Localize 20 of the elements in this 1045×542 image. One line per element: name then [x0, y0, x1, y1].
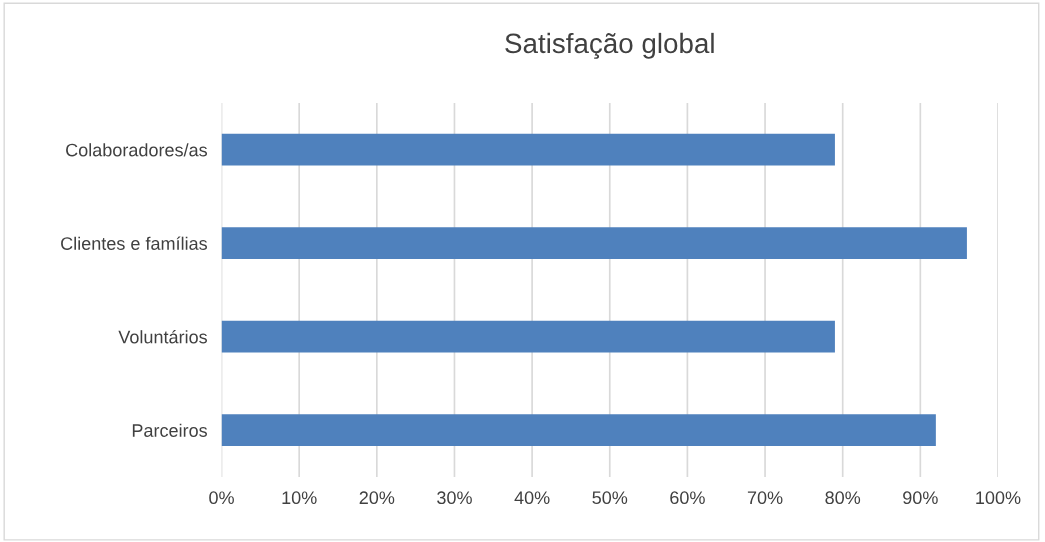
bar [221, 227, 967, 260]
x-tick-label: 80% [825, 491, 861, 505]
y-tick-label: Parceiros [132, 423, 207, 437]
x-tick-label: 60% [670, 491, 705, 505]
chart-title: Satisfação global [505, 32, 714, 59]
x-tick-label: 0% [209, 491, 234, 505]
x-tick-label: 10% [282, 491, 317, 505]
bar [221, 320, 835, 353]
x-tick-label: 40% [514, 491, 550, 505]
x-tick-label: 50% [592, 491, 628, 505]
x-tick-label: 100% [976, 491, 1021, 505]
bar [221, 414, 936, 447]
x-tick-label: 20% [359, 491, 395, 505]
x-tick-label: 90% [903, 491, 938, 505]
x-tick-label: 70% [747, 491, 783, 505]
y-tick-label: Clientes e famílias [61, 236, 208, 250]
y-tick-label: Voluntários [118, 329, 207, 344]
y-tick-label: Colaboradores/as [66, 143, 208, 157]
bar [221, 133, 835, 166]
x-tick-label: 30% [437, 491, 472, 505]
